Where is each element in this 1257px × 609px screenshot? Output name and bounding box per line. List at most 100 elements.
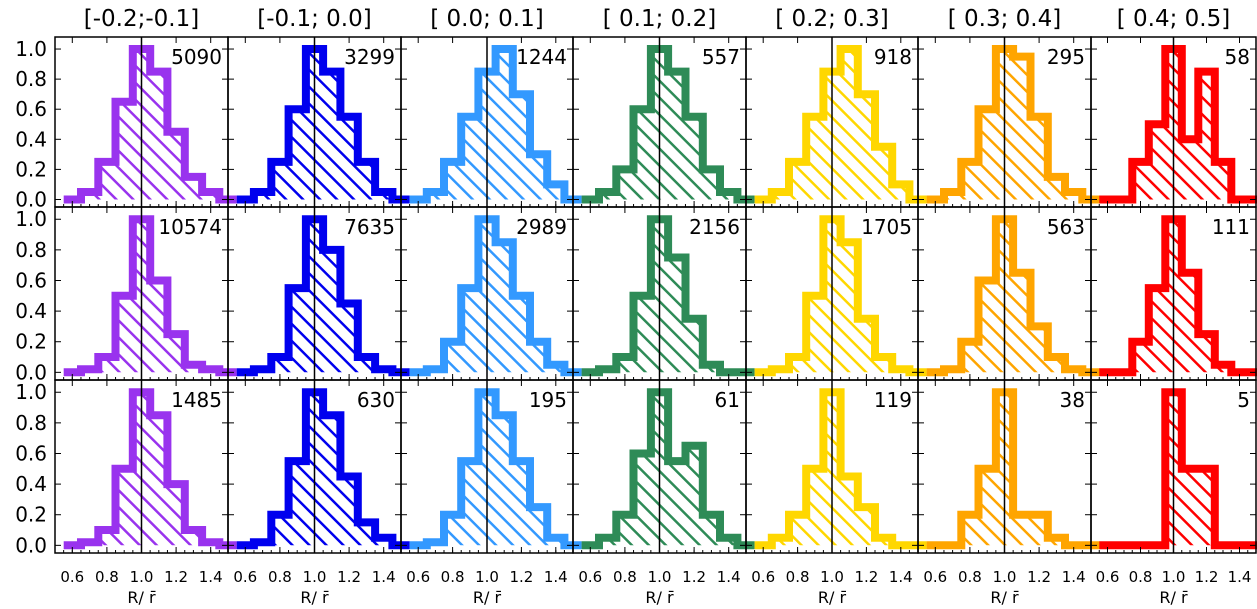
- x-tick-label: 0.8: [268, 568, 292, 586]
- column-header-1: [-0.1; 0.0]: [257, 6, 371, 32]
- histogram-step-r0-c1: [236, 45, 410, 204]
- count-label-r2-c5: 38: [1060, 388, 1085, 412]
- x-tick-label: 0.8: [441, 568, 465, 586]
- x-axis-label: R/ r̄: [990, 588, 1019, 607]
- y-tick-label: 1.0: [15, 380, 47, 404]
- x-tick-label: 1.2: [337, 568, 361, 586]
- x-tick-label: 1.2: [854, 568, 878, 586]
- x-tick-label: 1.2: [682, 568, 706, 586]
- count-label-r0-c3: 557: [702, 45, 740, 69]
- column-header-3: [ 0.1; 0.2]: [603, 6, 716, 32]
- histogram-fill-r0-c3: [581, 49, 755, 200]
- column-header-5: [ 0.3; 0.4]: [948, 6, 1061, 32]
- x-tick-label: 0.8: [613, 568, 637, 586]
- y-tick-label: 0.0: [15, 187, 47, 211]
- x-tick-label: 0.6: [751, 568, 775, 586]
- x-tick-label: 1.2: [164, 568, 188, 586]
- x-axis-label: R/ r̄: [645, 588, 674, 607]
- x-tick-label: 0.8: [958, 568, 982, 586]
- count-label-r0-c4: 918: [874, 45, 912, 69]
- x-tick-label: 0.8: [95, 568, 119, 586]
- histogram-step-r2-c4: [754, 388, 927, 550]
- y-tick-label: 1.0: [15, 37, 47, 61]
- x-axis-label: R/ r̄: [300, 588, 329, 607]
- histogram-step-r1-c4: [754, 215, 927, 377]
- x-tick-label: 1.4: [199, 568, 223, 586]
- x-tick-label: 1.2: [509, 568, 533, 586]
- histogram-step-r0-c3: [581, 45, 755, 204]
- histogram-step-r2-c1: [236, 388, 410, 550]
- histogram-step-r1-c1: [236, 215, 410, 377]
- count-label-r0-c1: 3299: [344, 45, 395, 69]
- y-tick-label: 0.2: [15, 330, 47, 354]
- label-layer: 5090 3299 1244 557 918 295 58 0.0 0.2 0.4 0.6 0.8 1.…: [15, 6, 1251, 607]
- histogram-step-r1-c2: [409, 215, 582, 377]
- count-label-r0-c0: 5090: [171, 45, 222, 69]
- histogram-fill-r1-c6: [1099, 219, 1257, 373]
- column-header-2: [ 0.0; 0.1]: [430, 6, 543, 32]
- y-tick-label: 1.0: [15, 207, 47, 231]
- histogram-step-r2-c5: [926, 388, 1100, 550]
- x-tick-label: 1.4: [889, 568, 913, 586]
- histogram-step-r2-c3: [581, 388, 755, 550]
- histogram-step-r0-c2: [409, 45, 582, 204]
- x-axis-label: R/ r̄: [1159, 588, 1188, 607]
- y-tick-label: 0.6: [15, 268, 47, 292]
- x-tick-label: 1.0: [993, 568, 1017, 586]
- count-label-r1-c6: 111: [1212, 215, 1250, 239]
- histogram-fill-r1-c5: [926, 219, 1100, 373]
- x-tick-label: 1.0: [303, 568, 327, 586]
- column-header-4: [ 0.2; 0.3]: [775, 6, 888, 32]
- x-tick-label: 1.0: [1162, 568, 1186, 586]
- histogram-step-r2-c0: [63, 388, 237, 550]
- x-tick-label: 0.8: [786, 568, 810, 586]
- x-tick-label: 0.6: [406, 568, 430, 586]
- histogram-step-r0-c4: [754, 45, 927, 204]
- y-tick-label: 0.4: [15, 299, 47, 323]
- x-axis-label: R/ r̄: [818, 588, 847, 607]
- x-tick-label: 0.6: [923, 568, 947, 586]
- x-tick-label: 1.4: [1062, 568, 1086, 586]
- histogram-fill-r0-c2: [409, 49, 582, 200]
- x-tick-label: 0.6: [233, 568, 257, 586]
- count-label-r0-c6: 58: [1225, 45, 1250, 69]
- x-tick-label: 1.4: [717, 568, 741, 586]
- x-tick-label: 0.6: [1096, 568, 1120, 586]
- y-tick-label: 0.0: [15, 360, 47, 384]
- x-tick-label: 1.4: [1228, 568, 1252, 586]
- histogram-fill-r1-c1: [236, 219, 410, 373]
- histogram-step-r1-c6: [1099, 215, 1257, 377]
- x-tick-label: 1.0: [475, 568, 499, 586]
- histogram-fill-r0-c5: [926, 49, 1100, 200]
- y-tick-label: 0.4: [15, 127, 47, 151]
- x-tick-label: 1.0: [820, 568, 844, 586]
- histogram-step-r0-c0: [63, 45, 237, 204]
- histogram-fill-r0-c4: [754, 49, 927, 200]
- x-tick-label: 0.6: [60, 568, 84, 586]
- y-tick-label: 0.0: [15, 533, 47, 557]
- x-tick-label: 1.0: [130, 568, 154, 586]
- count-label-r2-c2: 195: [529, 388, 567, 412]
- fill-layer: [63, 49, 1257, 546]
- count-label-r1-c4: 1705: [861, 215, 912, 239]
- x-tick-label: 1.4: [372, 568, 396, 586]
- count-label-r1-c0: 10574: [158, 215, 222, 239]
- x-axis-label: R/ r̄: [127, 588, 156, 607]
- histogram-fill-r2-c1: [236, 392, 410, 546]
- histogram-fill-r1-c2: [409, 219, 582, 373]
- column-header-0: [-0.2;-0.1]: [84, 6, 199, 32]
- histogram-fill-r2-c2: [409, 392, 582, 546]
- x-tick-label: 1.2: [1195, 568, 1219, 586]
- histogram-step-r1-c5: [926, 215, 1100, 377]
- histogram-fill-r2-c0: [63, 392, 237, 546]
- count-label-r1-c1: 7635: [344, 215, 395, 239]
- x-axis-label: R/ r̄: [473, 588, 502, 607]
- x-tick-label: 1.4: [544, 568, 568, 586]
- histogram-step-r1-c3: [581, 215, 755, 377]
- histogram-fill-r1-c0: [63, 219, 237, 373]
- y-tick-label: 0.2: [15, 503, 47, 527]
- x-tick-label: 1.0: [648, 568, 672, 586]
- y-tick-label: 0.4: [15, 472, 47, 496]
- count-label-r2-c1: 630: [357, 388, 395, 412]
